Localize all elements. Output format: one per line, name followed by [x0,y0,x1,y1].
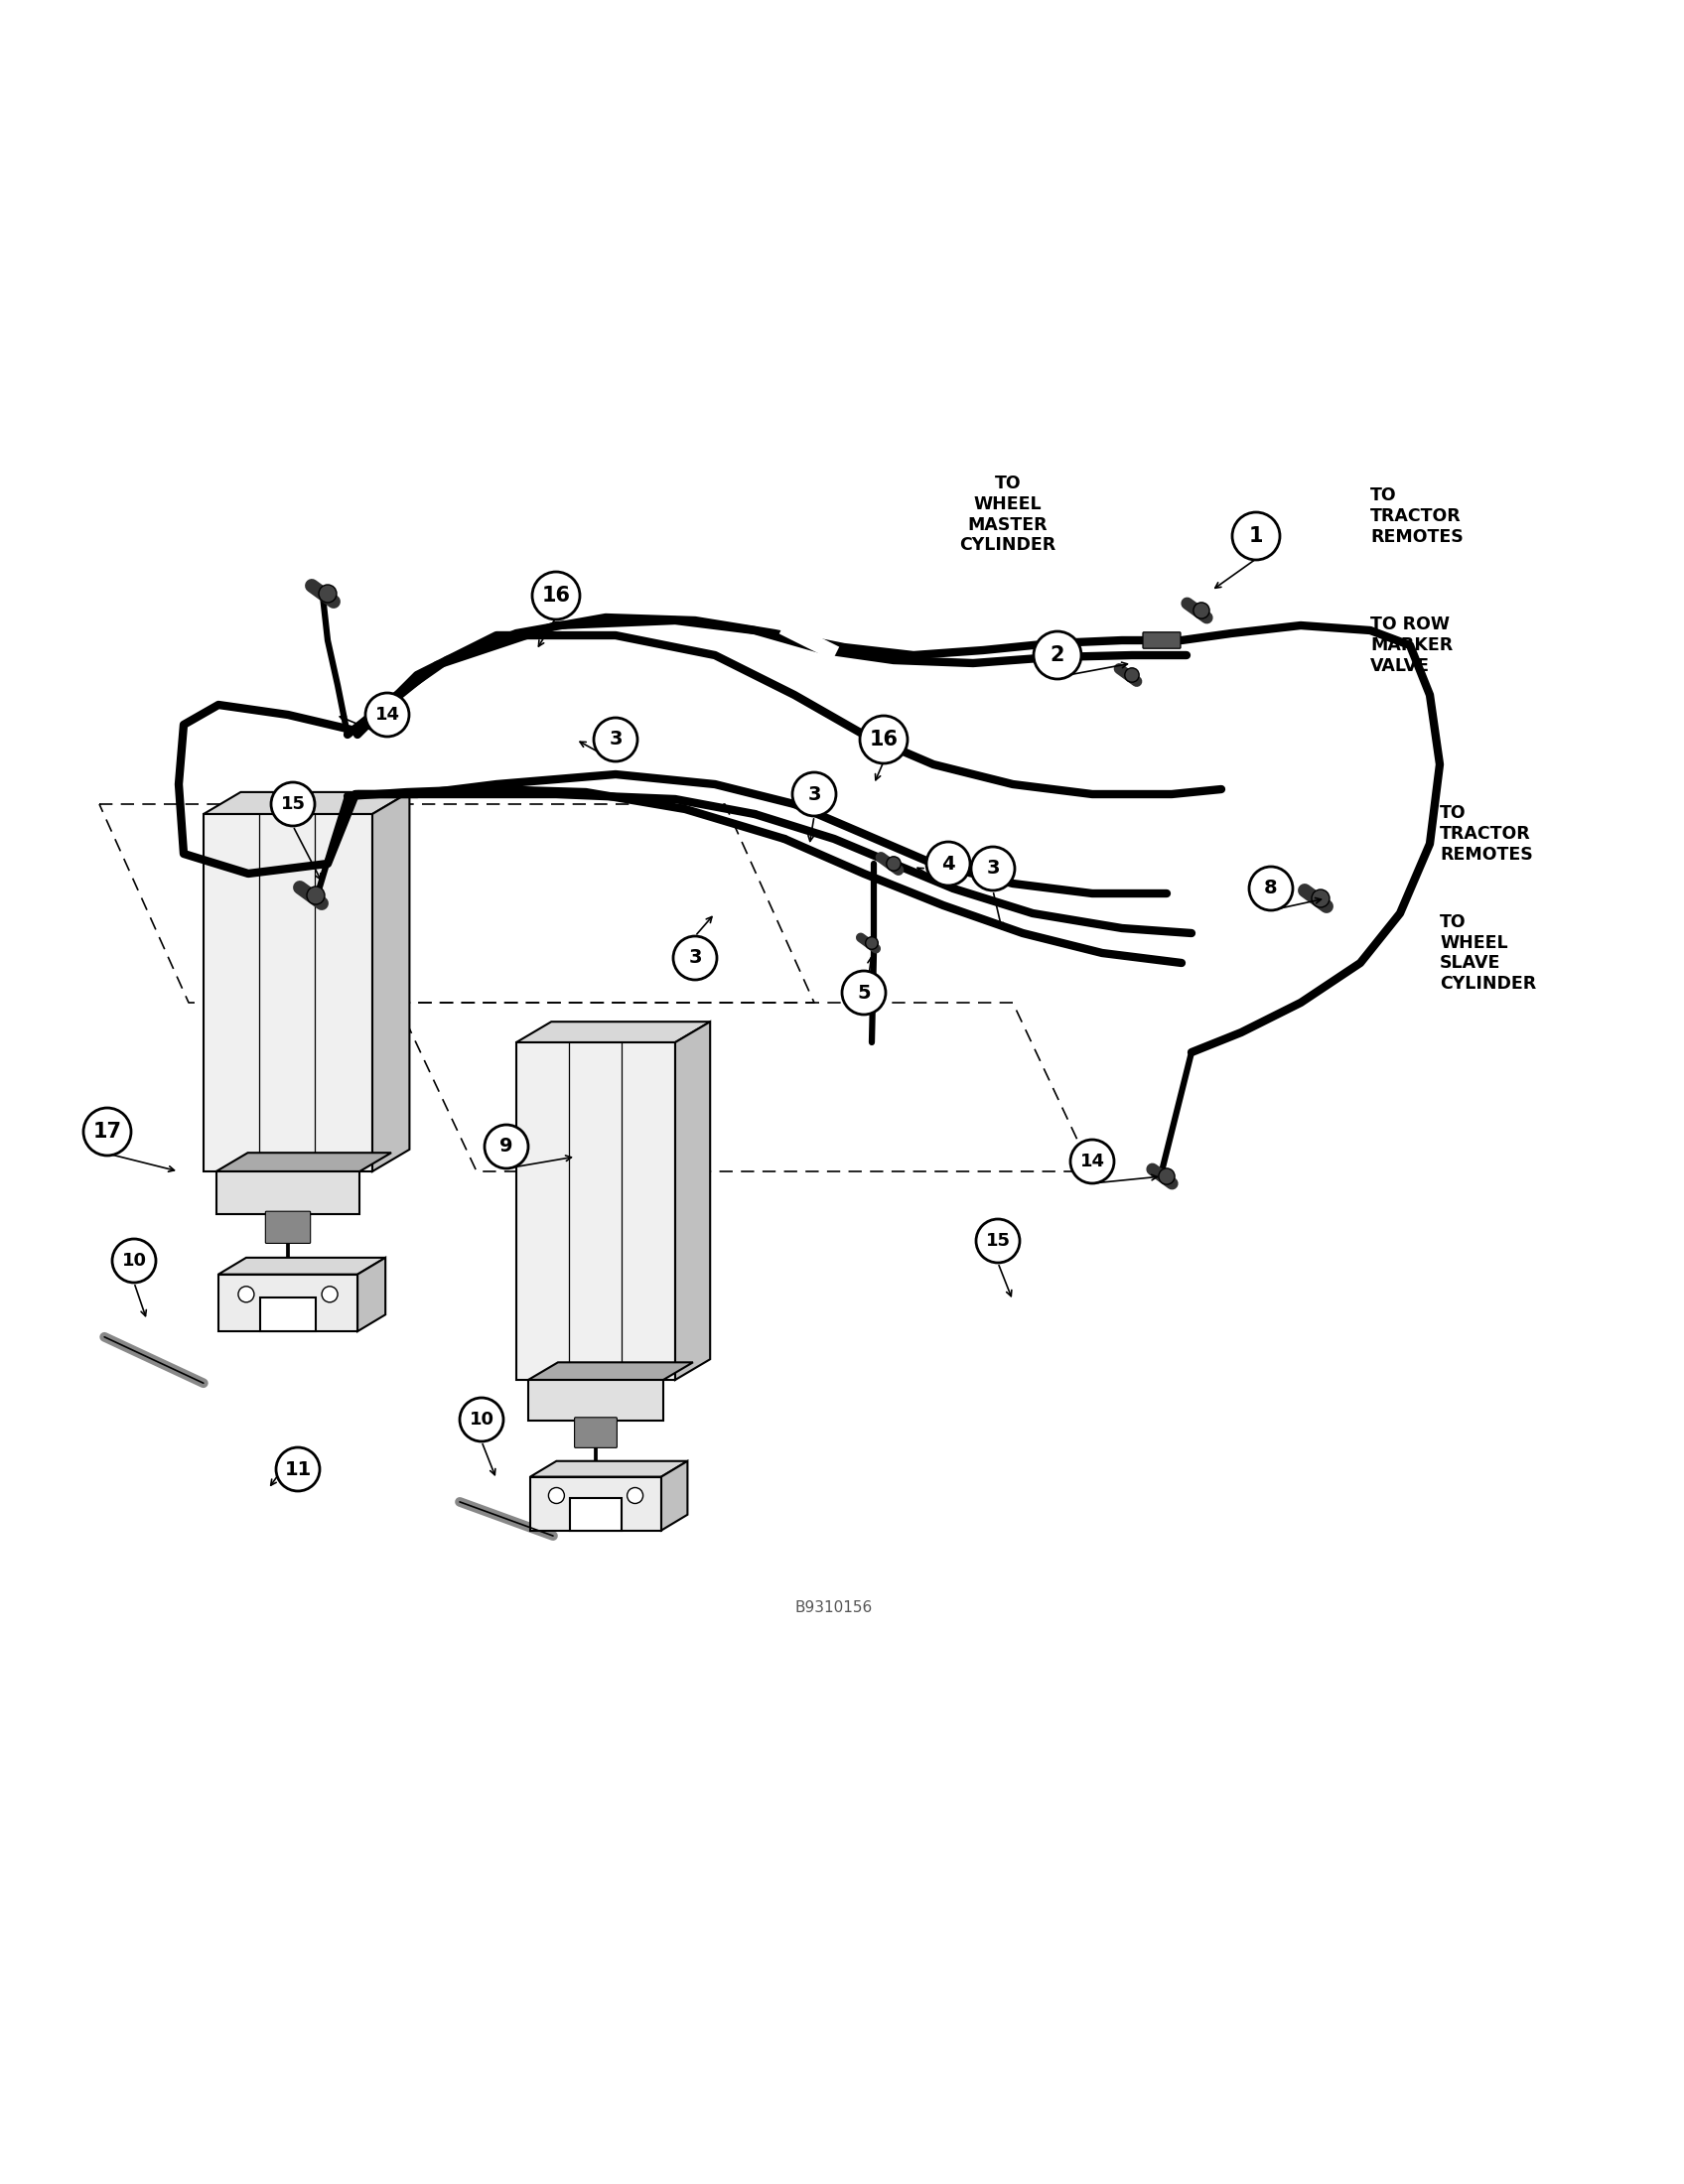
FancyBboxPatch shape [574,1417,616,1448]
Text: 16: 16 [542,585,571,605]
Text: TO
WHEEL
MASTER
CYLINDER: TO WHEEL MASTER CYLINDER [960,474,1056,555]
Circle shape [1312,889,1330,906]
Text: 15: 15 [985,1232,1010,1249]
Text: 3: 3 [987,858,1000,878]
Polygon shape [357,1258,386,1332]
Polygon shape [216,1171,360,1214]
Circle shape [237,1286,254,1302]
Circle shape [626,1487,643,1503]
Circle shape [306,887,325,904]
Polygon shape [569,1498,621,1531]
Circle shape [1125,668,1138,681]
Circle shape [1071,1140,1115,1184]
Polygon shape [219,1275,357,1332]
Polygon shape [517,1042,675,1380]
Circle shape [861,716,908,764]
Circle shape [1250,867,1293,911]
Circle shape [866,937,877,950]
Polygon shape [259,1297,317,1332]
Text: 2: 2 [1051,644,1064,666]
Text: TO
WHEEL
SLAVE
CYLINDER: TO WHEEL SLAVE CYLINDER [1440,913,1536,994]
Text: 4: 4 [941,854,955,874]
Circle shape [271,782,315,826]
Circle shape [460,1398,504,1441]
Polygon shape [372,793,409,1171]
Text: 14: 14 [376,705,399,723]
Polygon shape [529,1363,694,1380]
Polygon shape [529,1380,663,1420]
Text: 8: 8 [1265,878,1278,898]
Text: B9310156: B9310156 [795,1601,872,1616]
Circle shape [113,1238,157,1282]
Polygon shape [530,1461,687,1476]
Text: TO ROW
MARKER
VALVE: TO ROW MARKER VALVE [1371,616,1453,675]
Circle shape [972,847,1015,891]
Polygon shape [219,1258,386,1275]
Text: 3: 3 [808,784,820,804]
Polygon shape [517,1022,711,1042]
Circle shape [594,719,638,762]
Circle shape [1194,603,1209,618]
Polygon shape [204,793,409,815]
Circle shape [84,1107,131,1155]
Text: 16: 16 [869,729,898,749]
Circle shape [977,1219,1021,1262]
Text: 1: 1 [1250,526,1263,546]
Circle shape [549,1487,564,1503]
Circle shape [532,572,579,620]
Text: 9: 9 [500,1138,514,1155]
Text: 3: 3 [610,729,623,749]
Text: 14: 14 [1079,1153,1105,1171]
Circle shape [365,692,409,736]
FancyBboxPatch shape [266,1212,310,1243]
Circle shape [318,585,337,603]
Circle shape [842,972,886,1016]
Text: 17: 17 [93,1123,121,1142]
Circle shape [485,1125,529,1168]
Circle shape [1034,631,1081,679]
Circle shape [793,773,835,817]
Text: 11: 11 [285,1459,312,1479]
FancyBboxPatch shape [1143,631,1180,649]
Circle shape [674,937,717,981]
Circle shape [322,1286,338,1302]
Circle shape [276,1448,320,1492]
Text: 10: 10 [121,1251,147,1269]
Polygon shape [675,1022,711,1380]
Text: 5: 5 [857,983,871,1002]
Polygon shape [662,1461,687,1531]
Text: TO
TRACTOR
REMOTES: TO TRACTOR REMOTES [1440,804,1532,863]
Polygon shape [216,1153,391,1171]
Text: 15: 15 [281,795,305,812]
Polygon shape [204,815,372,1171]
Text: TO
TRACTOR
REMOTES: TO TRACTOR REMOTES [1371,487,1463,546]
Polygon shape [530,1476,662,1531]
Circle shape [926,841,970,885]
Circle shape [886,856,901,871]
Circle shape [1159,1168,1175,1184]
Text: 10: 10 [470,1411,493,1428]
Circle shape [1233,513,1280,559]
Text: 3: 3 [689,948,702,968]
